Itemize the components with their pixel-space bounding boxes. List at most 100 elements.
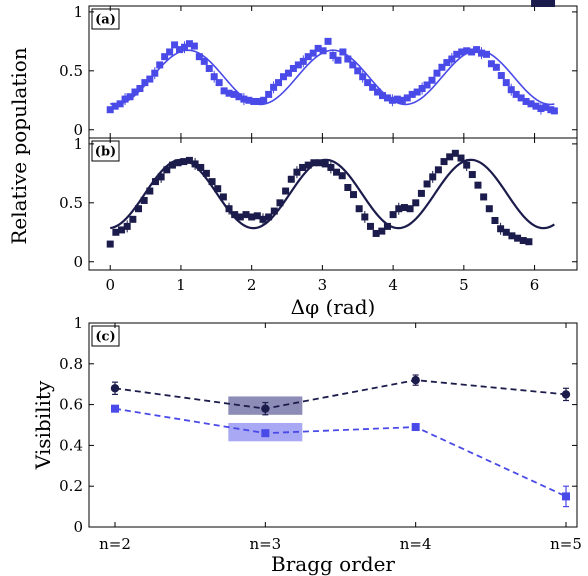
panel-a-data-point bbox=[522, 97, 530, 105]
panel-b-data-point bbox=[366, 222, 374, 230]
panel-a-data-point bbox=[200, 57, 208, 65]
panel-c-series-2-point bbox=[411, 423, 420, 432]
panel-a-data-point bbox=[418, 85, 426, 92]
panel-b-data-point bbox=[338, 172, 346, 180]
panel-c-tag: (c) bbox=[95, 330, 115, 345]
panel-b-data-point bbox=[508, 232, 516, 240]
panel-b-data-point bbox=[208, 178, 216, 186]
panel-b-data-point bbox=[412, 199, 420, 207]
panel-a-data-point bbox=[433, 69, 441, 77]
panel-b-data-point bbox=[344, 184, 352, 191]
panel-a-data-point bbox=[309, 49, 317, 57]
panel-a-data-point bbox=[111, 102, 119, 110]
panel-b-data-point bbox=[231, 211, 239, 219]
panel-c-tag-box bbox=[91, 325, 120, 347]
panel-b-data-point bbox=[378, 227, 386, 235]
panel-b-data-point bbox=[225, 205, 233, 213]
panel-b-data-point bbox=[163, 166, 171, 174]
panel-a-data-point bbox=[393, 95, 401, 103]
panel-a-data-point bbox=[329, 52, 337, 59]
panel-b-data-point bbox=[197, 163, 205, 171]
panel-a-data-point bbox=[463, 47, 471, 55]
panel-c-y-tick-label: 0 bbox=[73, 518, 83, 536]
panel-c-y-tick-label: 0.6 bbox=[59, 396, 83, 414]
panel-b-data-point bbox=[423, 180, 431, 188]
panel-a-data-point bbox=[344, 55, 352, 63]
panel-b-data-point bbox=[299, 163, 307, 171]
panel-a-data-point bbox=[235, 93, 243, 101]
panel-a-data-point bbox=[270, 83, 278, 91]
panel-a-y-tick-label: 1 bbox=[73, 3, 83, 21]
panel-b-data-point bbox=[417, 189, 425, 197]
panel-a-data-point bbox=[260, 96, 268, 104]
panel-b-x-tick-label: 3 bbox=[318, 276, 328, 294]
panel-c-y-tick-label: 1 bbox=[73, 314, 83, 332]
panel-a-data-point bbox=[547, 106, 555, 114]
panel-a-data-point bbox=[255, 97, 263, 105]
panel-a-data-point bbox=[314, 44, 322, 52]
panel-a-data-point bbox=[438, 63, 446, 71]
panel-b-data-point bbox=[129, 215, 137, 223]
panel-a-data-point bbox=[458, 48, 466, 56]
panel-b-data-point bbox=[174, 159, 182, 167]
panel-b-x-tick-label: 2 bbox=[247, 276, 257, 294]
panel-b-data-point bbox=[463, 161, 471, 169]
panel-a-data-point bbox=[136, 85, 144, 92]
panel-c-x-tick-label: n=5 bbox=[550, 535, 582, 553]
panel-a-data-point bbox=[220, 87, 228, 95]
panel-c-series-1-point bbox=[561, 390, 571, 399]
panel-a-data-point bbox=[245, 96, 253, 104]
panel-b-frame bbox=[88, 137, 578, 271]
panel-b-data-point bbox=[242, 211, 250, 219]
panel-c-y-tick-label: 0.2 bbox=[59, 477, 83, 495]
panel-c-frame bbox=[88, 322, 578, 528]
panel-b-data-point bbox=[253, 212, 261, 220]
panel-a-data-point bbox=[448, 55, 456, 63]
panel-a-data-point bbox=[156, 61, 164, 69]
panel-b-data-point bbox=[536, 0, 544, 7]
panel-b-data-point bbox=[123, 222, 131, 230]
panel-a-data-point bbox=[225, 89, 233, 97]
panel-b-data-point bbox=[474, 181, 482, 189]
panel-b-data-point bbox=[531, 0, 539, 7]
panel-a-data-point bbox=[205, 64, 213, 72]
panel-b-data-point bbox=[276, 199, 284, 207]
panel-a-data-point bbox=[294, 61, 302, 69]
panel-b-data-point bbox=[146, 187, 154, 195]
panel-b-data-point bbox=[502, 228, 510, 236]
panel-b-data-point bbox=[514, 234, 522, 242]
panel-b-y-tick-label: 1 bbox=[73, 135, 83, 153]
panel-b-data-point bbox=[118, 226, 126, 234]
panel-b-x-tick-label: 1 bbox=[176, 276, 186, 294]
panel-b-data-point bbox=[157, 173, 165, 181]
panel-b-data-point bbox=[135, 205, 143, 213]
panel-a-data-point bbox=[413, 88, 421, 96]
panel-a-data-point bbox=[131, 88, 139, 96]
panel-a-data-point bbox=[151, 69, 159, 77]
panel-a-data-point bbox=[289, 64, 297, 72]
panel-b-data-point bbox=[321, 160, 329, 168]
panel-a-data-point bbox=[319, 47, 327, 55]
panel-b-x-axis-label: Δφ (rad) bbox=[291, 295, 376, 319]
panel-a-data-point bbox=[473, 46, 481, 54]
panel-a-data-point bbox=[324, 37, 332, 45]
panel-a-data-point bbox=[364, 79, 372, 87]
panel-a-data-point bbox=[185, 40, 193, 48]
panel-a-data-point bbox=[275, 79, 283, 87]
panel-b-data-point bbox=[383, 222, 391, 230]
panel-a-data-point bbox=[190, 42, 198, 50]
panel-c-series-2-point bbox=[562, 492, 570, 501]
panel-a-data-point bbox=[527, 100, 535, 108]
panel-b-y-tick-label: 0.5 bbox=[59, 194, 83, 212]
panel-b-data-point bbox=[140, 196, 148, 204]
panel-b-data-point bbox=[282, 187, 290, 195]
shared-y-axis-label: Relative population bbox=[7, 47, 31, 244]
panel-b-data-point bbox=[400, 204, 408, 212]
panel-a-y-tick-label: 0.5 bbox=[59, 62, 83, 80]
panel-b-data-point bbox=[446, 153, 454, 161]
panel-c-series-2-point bbox=[261, 429, 270, 438]
panel-a-y-tick-label: 0 bbox=[73, 121, 83, 139]
panel-a-data-point bbox=[359, 73, 367, 81]
panel-b-data-point bbox=[542, 0, 550, 7]
